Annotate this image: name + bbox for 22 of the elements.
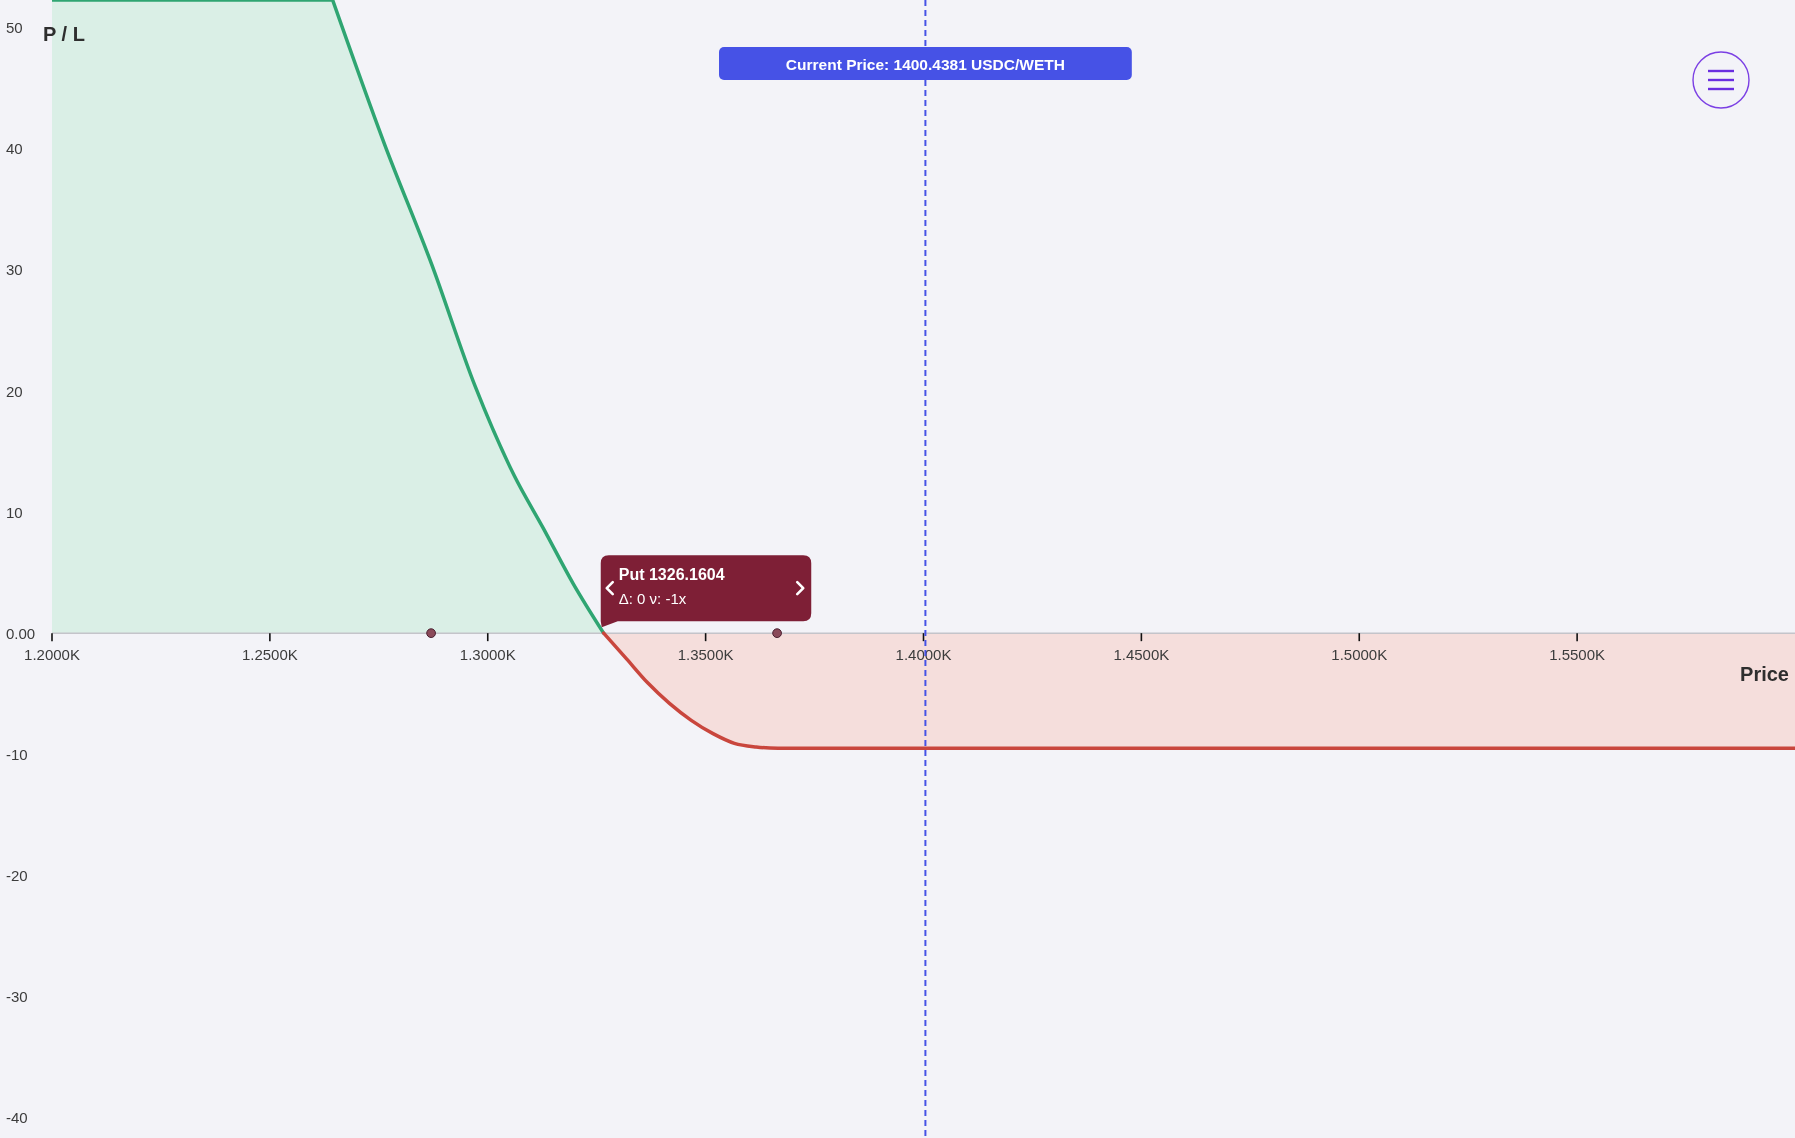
y-tick-label: -40 [6, 1108, 28, 1126]
y-axis-title: P / L [43, 23, 85, 45]
y-tick-label: 30 [6, 261, 23, 279]
ref-line-label: Current Price: 1400.4381 USDC/WETH [785, 55, 1065, 73]
y-tick-label: -20 [6, 866, 28, 884]
x-tick-label: 1.5000K [1331, 645, 1388, 663]
y-tick-label: 20 [6, 382, 23, 400]
x-axis-title: Price [1740, 663, 1789, 686]
y-tick-label: 50 [6, 19, 23, 37]
x-tick-label: 1.3000K [459, 645, 516, 663]
x-tick-label: 1.2500K [241, 645, 298, 663]
x-tick-label: 1.2000K [24, 645, 80, 663]
x-tick-label: 1.3500K [677, 645, 734, 663]
y-tick-label: 10 [6, 503, 23, 521]
y-tick-label: -30 [6, 987, 28, 1005]
y-tick-label: 40 [6, 140, 23, 158]
y-tick-label: 0.00 [6, 624, 36, 642]
annotation: Put 1326.1604 Δ: 0 ν: -1x [618, 566, 725, 608]
y-tick-label: -10 [6, 745, 28, 763]
x-tick-label: 1.4500K [1113, 645, 1170, 663]
x-tick-label: 1.4000K [895, 645, 952, 663]
x-tick-label: 1.5500K [1549, 645, 1606, 663]
